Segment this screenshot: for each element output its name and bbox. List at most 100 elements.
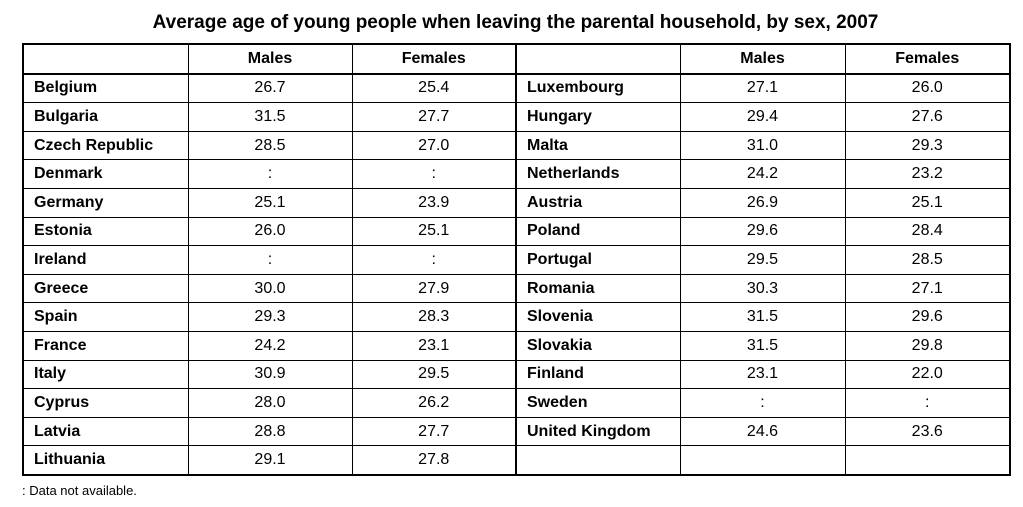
- header-females-left: Females: [351, 43, 517, 75]
- females-cell-right: 22.0: [844, 359, 1011, 390]
- males-cell-right: 29.5: [679, 245, 846, 275]
- footnote: : Data not available.: [22, 483, 137, 498]
- table-title: Average age of young people when leaving…: [152, 12, 879, 33]
- country-cell-right: [515, 445, 681, 476]
- males-cell-left: :: [187, 245, 353, 275]
- country-cell-right: Netherlands: [515, 159, 681, 189]
- males-cell-left: 29.1: [187, 445, 353, 476]
- country-cell-right: Luxembourg: [515, 73, 681, 104]
- table-body: Belgium 26.7 25.4 Luxembourg 27.1 26.0 Bulgari…: [22, 73, 1011, 476]
- country-cell-right: United Kingdom: [515, 416, 681, 447]
- males-cell-right: 26.9: [679, 187, 846, 218]
- table-row: Cyprus 28.0 26.2 Sweden::: [22, 388, 1011, 418]
- males-cell-right: 27.1: [679, 73, 846, 104]
- females-cell-right: 28.5: [844, 245, 1011, 275]
- males-cell-right: 23.1: [679, 359, 846, 390]
- females-cell-right: [844, 445, 1011, 476]
- males-cell-right: [679, 445, 846, 476]
- males-cell-left: 28.5: [187, 130, 353, 161]
- country-cell-left: Ireland: [22, 245, 189, 275]
- country-cell-right: Romania: [515, 273, 681, 304]
- males-cell-right: 30.3: [679, 273, 846, 304]
- table-row: Lithuania 29.1 27.8: [22, 445, 1011, 476]
- data-table: Males Females Males Females Belgium 26.7 2…: [22, 43, 1011, 476]
- females-cell-left: 25.1: [351, 216, 517, 247]
- country-cell-left: Cyprus: [22, 388, 189, 418]
- table-row: Denmark:: Netherlands 24.2 23.2: [22, 159, 1011, 189]
- country-cell-right: Finland: [515, 359, 681, 390]
- females-cell-left: 27.0: [351, 130, 517, 161]
- country-cell-left: Germany: [22, 187, 189, 218]
- females-cell-left: 27.9: [351, 273, 517, 304]
- females-cell-left: 27.7: [351, 416, 517, 447]
- females-cell-left: :: [351, 245, 517, 275]
- header-females-right: Females: [844, 43, 1011, 75]
- males-cell-right: 24.6: [679, 416, 846, 447]
- males-cell-right: 29.4: [679, 102, 846, 132]
- country-cell-left: France: [22, 330, 189, 361]
- females-cell-left: 27.8: [351, 445, 517, 476]
- header-country-right: [515, 43, 681, 75]
- table-row: Latvia 28.8 27.7 United Kingdom 24.6 23.6: [22, 416, 1011, 447]
- females-cell-right: 29.6: [844, 302, 1011, 332]
- country-cell-left: Latvia: [22, 416, 189, 447]
- males-cell-right: 31.5: [679, 302, 846, 332]
- females-cell-right: 23.6: [844, 416, 1011, 447]
- males-cell-left: 25.1: [187, 187, 353, 218]
- table-row: Ireland:: Portugal 29.5 28.5: [22, 245, 1011, 275]
- females-cell-right: 26.0: [844, 73, 1011, 104]
- females-cell-right: :: [844, 388, 1011, 418]
- header-row: Males Females Males Females: [22, 43, 1011, 75]
- females-cell-right: 23.2: [844, 159, 1011, 189]
- country-cell-left: Italy: [22, 359, 189, 390]
- country-cell-right: Hungary: [515, 102, 681, 132]
- females-cell-right: 28.4: [844, 216, 1011, 247]
- males-cell-right: 29.6: [679, 216, 846, 247]
- females-cell-right: 29.3: [844, 130, 1011, 161]
- females-cell-right: 27.6: [844, 102, 1011, 132]
- table-row: Belgium 26.7 25.4 Luxembourg 27.1 26.0: [22, 73, 1011, 104]
- males-cell-left: 31.5: [187, 102, 353, 132]
- males-cell-right: :: [679, 388, 846, 418]
- females-cell-left: 25.4: [351, 73, 517, 104]
- country-cell-right: Slovakia: [515, 330, 681, 361]
- males-cell-left: 24.2: [187, 330, 353, 361]
- females-cell-left: 28.3: [351, 302, 517, 332]
- females-cell-right: 29.8: [844, 330, 1011, 361]
- table-row: Italy 30.9 29.5 Finland 23.1 22.0: [22, 359, 1011, 390]
- country-cell-right: Austria: [515, 187, 681, 218]
- country-cell-right: Slovenia: [515, 302, 681, 332]
- males-cell-left: :: [187, 159, 353, 189]
- country-cell-left: Bulgaria: [22, 102, 189, 132]
- country-cell-left: Denmark: [22, 159, 189, 189]
- females-cell-right: 25.1: [844, 187, 1011, 218]
- header-country-left: [22, 43, 189, 75]
- males-cell-left: 28.8: [187, 416, 353, 447]
- table-row: Greece 30.0 27.9 Romania 30.3 27.1: [22, 273, 1011, 304]
- header-males-left: Males: [187, 43, 353, 75]
- country-cell-right: Malta: [515, 130, 681, 161]
- males-cell-left: 29.3: [187, 302, 353, 332]
- females-cell-left: 27.7: [351, 102, 517, 132]
- country-cell-left: Spain: [22, 302, 189, 332]
- table-row: France 24.2 23.1 Slovakia 31.5 29.8: [22, 330, 1011, 361]
- country-cell-left: Belgium: [22, 73, 189, 104]
- table-row: Spain 29.3 28.3 Slovenia 31.5 29.6: [22, 302, 1011, 332]
- males-cell-left: 28.0: [187, 388, 353, 418]
- females-cell-left: 29.5: [351, 359, 517, 390]
- females-cell-left: 26.2: [351, 388, 517, 418]
- header-males-right: Males: [679, 43, 846, 75]
- males-cell-right: 31.5: [679, 330, 846, 361]
- females-cell-left: 23.9: [351, 187, 517, 218]
- country-cell-left: Greece: [22, 273, 189, 304]
- males-cell-left: 30.0: [187, 273, 353, 304]
- males-cell-left: 30.9: [187, 359, 353, 390]
- country-cell-left: Estonia: [22, 216, 189, 247]
- males-cell-left: 26.0: [187, 216, 353, 247]
- table-row: Estonia 26.0 25.1 Poland 29.6 28.4: [22, 216, 1011, 247]
- males-cell-right: 31.0: [679, 130, 846, 161]
- country-cell-right: Poland: [515, 216, 681, 247]
- females-cell-left: :: [351, 159, 517, 189]
- table-row: Czech Republic 28.5 27.0 Malta 31.0 29.3: [22, 130, 1011, 161]
